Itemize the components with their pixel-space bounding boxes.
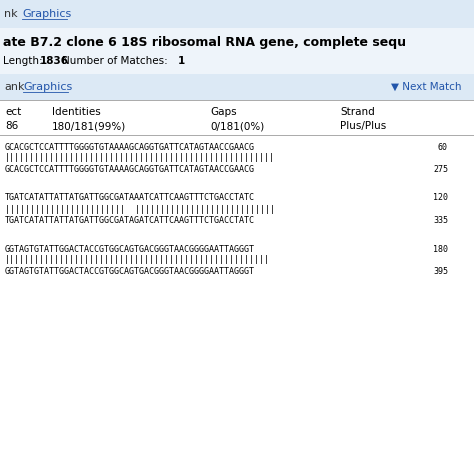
Text: 180: 180 bbox=[433, 245, 448, 254]
Text: GCACGCTCCATTTTGGGGTGTAAAAGCAGGTGATTCATAGTAACCGAACG: GCACGCTCCATTTTGGGGTGTAAAAGCAGGTGATTCATAG… bbox=[5, 164, 255, 173]
Text: TGATCATATTATTATGATTGGCGATAGATCATTCAAGTTTCTGACCTATC: TGATCATATTATTATGATTGGCGATAGATCATTCAAGTTT… bbox=[5, 216, 255, 225]
Text: Graphics: Graphics bbox=[22, 9, 71, 19]
Text: ate B7.2 clone 6 18S ribosomal RNA gene, complete sequ: ate B7.2 clone 6 18S ribosomal RNA gene,… bbox=[3, 36, 406, 48]
Text: |||||||||||||||||||||||||||||||||||||||||||||||||||||: ||||||||||||||||||||||||||||||||||||||||… bbox=[5, 255, 270, 264]
Text: Identities: Identities bbox=[52, 107, 101, 117]
Text: ▼ Next Match: ▼ Next Match bbox=[392, 82, 462, 92]
Text: 1836: 1836 bbox=[40, 56, 69, 66]
Text: TGATCATATTATTATGATTGGCGATAAATCATTCAAGTTTCTGACCTATC: TGATCATATTATTATGATTGGCGATAAATCATTCAAGTTT… bbox=[5, 193, 255, 202]
Text: Strand: Strand bbox=[340, 107, 375, 117]
Text: GGTAGTGTATTGGACTACCGTGGCAGTGACGGGTAACGGGGAATTAGGGT: GGTAGTGTATTGGACTACCGTGGCAGTGACGGGTAACGGG… bbox=[5, 245, 255, 254]
Text: ||||||||||||||||||||||||||||||||||||||||||||||||||||||: ||||||||||||||||||||||||||||||||||||||||… bbox=[5, 154, 275, 163]
Text: 60: 60 bbox=[438, 143, 448, 152]
Text: Graphics: Graphics bbox=[23, 82, 72, 92]
Text: 180/181(99%): 180/181(99%) bbox=[52, 121, 126, 131]
Text: GCACGCTCCATTTTGGGGTGTAAAAGCAGGTGATTCATAGTAACCGAACG: GCACGCTCCATTTTGGGGTGTAAAAGCAGGTGATTCATAG… bbox=[5, 143, 255, 152]
Text: ect: ect bbox=[5, 107, 21, 117]
Text: GGTAGTGTATTGGACTACCGTGGCAGTGACGGGTAACGGGGAATTAGGGT: GGTAGTGTATTGGACTACCGTGGCAGTGACGGGTAACGGG… bbox=[5, 266, 255, 275]
Text: Number of Matches:: Number of Matches: bbox=[62, 56, 168, 66]
Text: Plus/Plus: Plus/Plus bbox=[340, 121, 386, 131]
Text: ank: ank bbox=[4, 82, 25, 92]
Text: nk: nk bbox=[4, 9, 18, 19]
Text: Gaps: Gaps bbox=[210, 107, 237, 117]
Text: 395: 395 bbox=[433, 266, 448, 275]
Text: ||||||||||||||||||||||||  ||||||||||||||||||||||||||||: |||||||||||||||||||||||| |||||||||||||||… bbox=[5, 204, 275, 213]
Bar bbox=[0, 0, 474, 28]
Text: Length:: Length: bbox=[3, 56, 43, 66]
Text: 86: 86 bbox=[5, 121, 18, 131]
Bar bbox=[0, 74, 474, 100]
Text: 335: 335 bbox=[433, 216, 448, 225]
Text: 0/181(0%): 0/181(0%) bbox=[210, 121, 264, 131]
Text: 1: 1 bbox=[178, 56, 185, 66]
Text: 120: 120 bbox=[433, 193, 448, 202]
Text: 275: 275 bbox=[433, 164, 448, 173]
Bar bbox=[0, 28, 474, 74]
